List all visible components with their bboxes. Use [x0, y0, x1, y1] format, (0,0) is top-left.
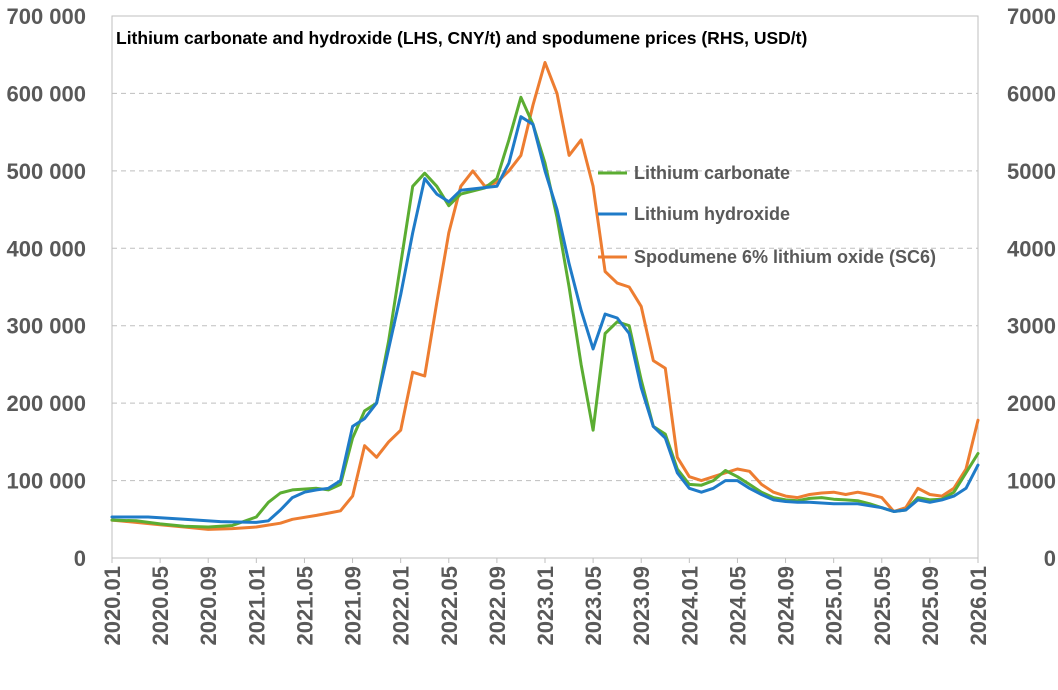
- y-tick-label-right: 2000: [1007, 391, 1056, 416]
- x-tick-label: 2020.09: [196, 566, 221, 646]
- y-tick-label-left: 200 000: [6, 391, 86, 416]
- x-tick-label: 2022.05: [437, 566, 462, 646]
- y-axis-right: 0 1000 2000 3000 4000 5000 6000 7000: [1007, 4, 1056, 571]
- y-tick-label-right: 4000: [1007, 236, 1056, 261]
- x-tick-label: 2021.05: [292, 566, 317, 646]
- x-tick-label: 2025.01: [822, 566, 847, 646]
- y-tick-label-right: 6000: [1007, 81, 1056, 106]
- x-tick-label: 2025.09: [918, 566, 943, 646]
- chart-title: Lithium carbonate and hydroxide (LHS, CN…: [116, 28, 807, 48]
- x-tick-label: 2026.01: [966, 566, 991, 646]
- x-tick-label: 2025.05: [870, 566, 895, 646]
- y-tick-label-left: 700 000: [6, 4, 86, 29]
- y-tick-label-left: 300 000: [6, 314, 86, 339]
- x-tick-label: 2021.09: [341, 566, 366, 646]
- x-tick-label: 2023.01: [533, 566, 558, 646]
- series-layer: [110, 61, 980, 531]
- y-tick-label-right: 0: [1044, 546, 1056, 571]
- x-tick-label: 2023.05: [581, 566, 606, 646]
- y-tick-label-right: 1000: [1007, 469, 1056, 494]
- x-tick-label: 2020.01: [100, 566, 125, 646]
- legend: Lithium carbonate Lithium hydroxide Spodum…: [598, 163, 936, 267]
- plot-area-border: [111, 15, 979, 559]
- x-tick-label: 2023.09: [629, 566, 654, 646]
- y-tick-label-right: 7000: [1007, 4, 1056, 29]
- series-line-0: [110, 95, 980, 529]
- x-tick-label: 2022.01: [389, 566, 414, 646]
- y-tick-label-left: 500 000: [6, 159, 86, 184]
- y-tick-label-left: 0: [74, 546, 86, 571]
- x-axis: 2020.01 2020.05 2020.09 2021.01 2021.05 2021.…: [100, 558, 991, 646]
- x-tick-label: 2024.05: [725, 566, 750, 646]
- y-tick-label-right: 3000: [1007, 314, 1056, 339]
- x-tick-label: 2021.01: [244, 566, 269, 646]
- x-tick-label: 2022.09: [485, 566, 510, 646]
- y-tick-label-left: 600 000: [6, 81, 86, 106]
- x-tick-label: 2024.09: [774, 566, 799, 646]
- x-tick-label: 2020.05: [148, 566, 173, 646]
- series-line-2: [110, 61, 980, 531]
- legend-label-2: Spodumene 6% lithium oxide (SC6): [634, 247, 936, 267]
- x-tick-label: 2024.01: [677, 566, 702, 646]
- y-tick-label-left: 100 000: [6, 469, 86, 494]
- series-line-1: [110, 115, 980, 524]
- y-tick-label-left: 400 000: [6, 236, 86, 261]
- legend-label-1: Lithium hydroxide: [634, 204, 790, 224]
- y-tick-label-right: 5000: [1007, 159, 1056, 184]
- y-axis-left: 0 100 000 200 000 300 000 400 000 500 000 600 …: [6, 4, 86, 571]
- gridlines: [112, 15, 978, 559]
- legend-label-0: Lithium carbonate: [634, 163, 790, 183]
